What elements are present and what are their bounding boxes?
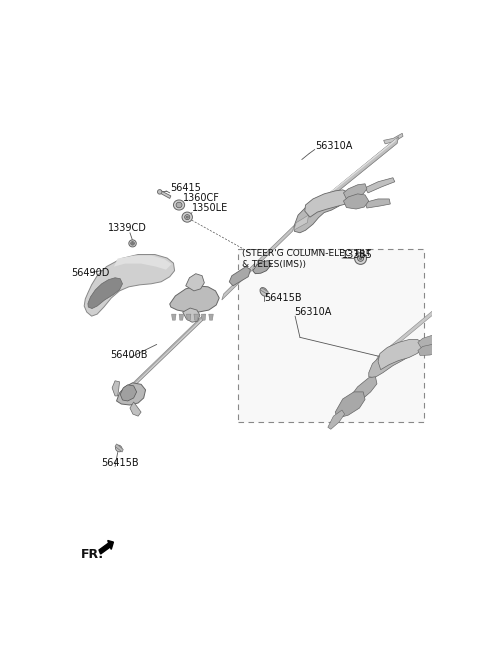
Polygon shape	[260, 288, 268, 295]
Polygon shape	[179, 314, 183, 320]
Text: 1339CD: 1339CD	[108, 223, 147, 234]
Polygon shape	[256, 225, 294, 266]
Ellipse shape	[173, 200, 185, 210]
Polygon shape	[302, 138, 396, 216]
Ellipse shape	[185, 215, 190, 220]
Polygon shape	[335, 392, 365, 418]
Polygon shape	[294, 215, 309, 230]
Polygon shape	[378, 339, 423, 370]
Polygon shape	[365, 178, 395, 193]
Polygon shape	[126, 314, 204, 392]
Polygon shape	[120, 385, 137, 401]
Polygon shape	[301, 137, 398, 221]
Polygon shape	[301, 137, 398, 221]
Polygon shape	[344, 184, 367, 199]
Polygon shape	[222, 264, 254, 300]
Text: 56490D: 56490D	[71, 268, 109, 277]
Polygon shape	[202, 314, 206, 320]
Text: 1350LE: 1350LE	[192, 203, 228, 213]
Polygon shape	[328, 410, 345, 429]
Ellipse shape	[260, 287, 268, 296]
Text: 56310A: 56310A	[294, 307, 332, 317]
Ellipse shape	[186, 216, 188, 218]
Polygon shape	[183, 308, 200, 322]
Text: FR.: FR.	[81, 548, 104, 561]
Polygon shape	[229, 266, 251, 286]
Polygon shape	[84, 255, 175, 316]
Polygon shape	[117, 383, 145, 405]
Polygon shape	[418, 335, 440, 348]
Ellipse shape	[157, 190, 162, 194]
Polygon shape	[186, 314, 191, 320]
Polygon shape	[209, 314, 213, 320]
Ellipse shape	[355, 253, 367, 264]
Polygon shape	[88, 277, 122, 308]
Polygon shape	[130, 402, 141, 416]
Polygon shape	[186, 274, 204, 291]
Polygon shape	[369, 342, 417, 378]
Polygon shape	[365, 199, 390, 208]
Text: 56310A: 56310A	[315, 142, 352, 152]
Ellipse shape	[360, 258, 362, 260]
Ellipse shape	[132, 243, 133, 244]
Polygon shape	[252, 260, 271, 274]
Polygon shape	[418, 344, 439, 356]
Ellipse shape	[116, 445, 122, 452]
Polygon shape	[384, 133, 403, 144]
Text: 56415B: 56415B	[101, 458, 139, 468]
Text: (STEER'G COLUMN-ELEC TILT
& TELES(IMS)): (STEER'G COLUMN-ELEC TILT & TELES(IMS))	[241, 249, 371, 269]
Text: 56400B: 56400B	[110, 350, 148, 359]
Ellipse shape	[129, 240, 136, 247]
Polygon shape	[344, 194, 369, 209]
Polygon shape	[172, 314, 176, 320]
Text: 1360CF: 1360CF	[183, 193, 220, 203]
Text: 56415B: 56415B	[264, 293, 301, 303]
Polygon shape	[375, 282, 468, 363]
Text: 13385: 13385	[342, 249, 373, 260]
Polygon shape	[114, 255, 172, 270]
FancyArrow shape	[99, 541, 113, 554]
Ellipse shape	[131, 241, 134, 245]
FancyBboxPatch shape	[238, 249, 424, 422]
Ellipse shape	[182, 212, 192, 222]
Ellipse shape	[176, 202, 182, 208]
Polygon shape	[160, 191, 171, 198]
Polygon shape	[305, 190, 349, 217]
Polygon shape	[194, 314, 198, 320]
Polygon shape	[350, 377, 377, 404]
Polygon shape	[112, 380, 120, 396]
Polygon shape	[125, 314, 204, 395]
Ellipse shape	[358, 256, 363, 261]
Text: 56415: 56415	[170, 183, 201, 193]
Polygon shape	[115, 444, 123, 452]
Polygon shape	[294, 194, 343, 233]
Polygon shape	[170, 286, 219, 312]
